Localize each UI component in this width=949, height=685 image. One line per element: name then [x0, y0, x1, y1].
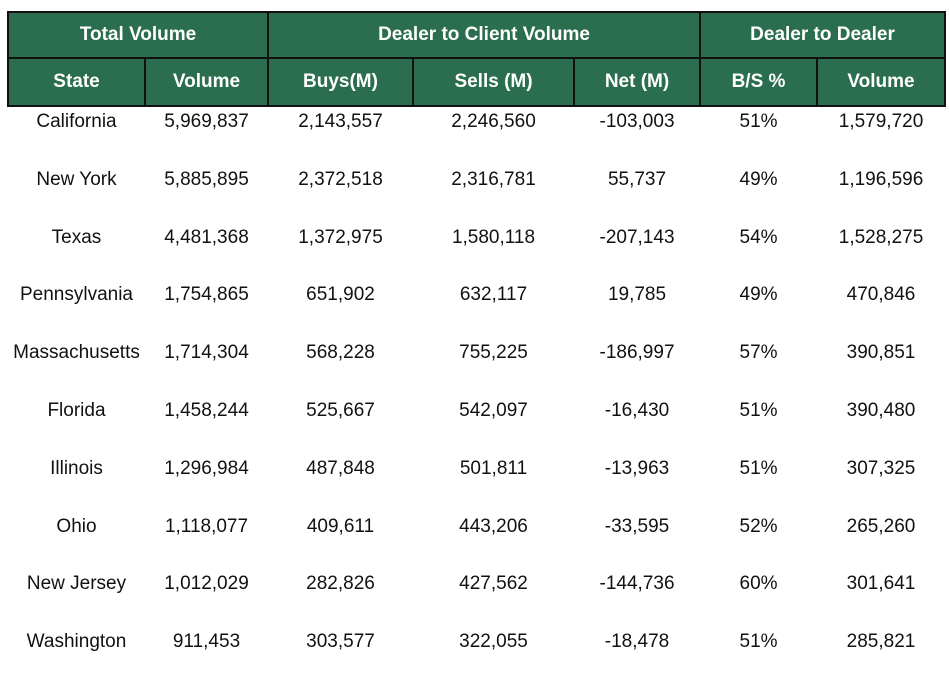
buys-cell: 282,826	[306, 573, 375, 595]
net-cell: 19,785	[607, 284, 667, 306]
state-cell: Florida	[47, 399, 106, 421]
state-cell: Pennsylvania	[19, 284, 134, 306]
total-volume-cell: 911,453	[172, 631, 241, 653]
net-cell: 55,737	[607, 168, 667, 190]
buys-cell: 1,372,975	[298, 226, 383, 248]
column-header-state: State	[7, 57, 146, 107]
table-row: New Jersey 1,012,029 282,826 427,562 -144,73…	[8, 569, 945, 627]
dealer-volume-cell: 1,579,720	[838, 111, 924, 132]
sells-cell: 1,580,118	[451, 226, 536, 248]
column-header-net: Net (M)	[572, 57, 702, 107]
table-row: Illinois 1,296,984 487,848 501,811 -13,963 51…	[8, 454, 945, 512]
state-cell: California	[36, 111, 117, 132]
sells-cell: 443,206	[459, 515, 528, 537]
state-volume-table: Total Volume Dealer to Client Volume Dea…	[7, 11, 947, 685]
bs-percent-cell: 49%	[739, 168, 778, 190]
column-header-total-volume: Volume	[144, 57, 269, 107]
dealer-volume-cell: 301,641	[846, 573, 916, 595]
total-volume-cell: 1,012,029	[164, 573, 249, 595]
group-header-dealer-to-client: Dealer to Client Volume	[266, 11, 702, 59]
buys-cell: 568,228	[306, 342, 375, 364]
sells-cell: 542,097	[459, 399, 528, 421]
bs-percent-cell: 49%	[739, 284, 778, 306]
sells-cell: 501,811	[459, 457, 528, 479]
buys-cell: 303,577	[306, 631, 375, 653]
bs-percent-cell: 51%	[739, 111, 778, 132]
group-header-row: Total Volume Dealer to Client Volume Dea…	[7, 11, 947, 59]
bs-percent-cell: 51%	[739, 631, 778, 653]
dealer-volume-cell: 285,821	[846, 631, 916, 653]
total-volume-cell: 4,481,368	[164, 226, 249, 248]
buys-cell: 525,667	[306, 399, 375, 421]
bs-percent-cell: 51%	[739, 399, 778, 421]
sells-cell: 322,055	[459, 631, 528, 653]
sells-cell: 632,117	[459, 284, 528, 306]
buys-cell: 2,143,557	[298, 111, 383, 132]
state-cell: New Jersey	[26, 573, 127, 595]
net-cell: -144,736	[599, 573, 675, 595]
table-row: California 5,969,837 2,143,557 2,246,560 -10…	[8, 106, 945, 165]
dealer-volume-cell: 390,480	[846, 399, 916, 421]
state-cell: New York	[36, 168, 117, 190]
total-volume-cell: 1,296,984	[164, 457, 249, 479]
buys-cell: 2,372,518	[298, 168, 383, 190]
column-header-sells: Sells (M)	[412, 57, 575, 107]
total-volume-cell: 1,118,077	[164, 515, 249, 537]
buys-cell: 651,902	[306, 284, 375, 306]
net-cell: -13,963	[604, 457, 670, 479]
table-row: Washington 911,453 303,577 322,055 -18,478 51…	[8, 627, 945, 685]
dealer-volume-cell: 1,196,596	[838, 168, 924, 190]
table-header: Total Volume Dealer to Client Volume Dea…	[7, 11, 947, 107]
net-cell: -16,430	[604, 399, 670, 421]
sells-cell: 2,316,781	[451, 168, 536, 190]
state-cell: Texas	[51, 226, 102, 248]
sells-cell: 755,225	[459, 342, 528, 364]
bs-percent-cell: 54%	[739, 226, 778, 248]
dealer-volume-cell: 307,325	[846, 457, 916, 479]
dealer-volume-cell: 470,846	[846, 284, 916, 306]
state-cell: Washington	[26, 631, 127, 653]
total-volume-cell: 5,969,837	[164, 111, 249, 132]
sells-cell: 2,246,560	[451, 111, 536, 132]
net-cell: -207,143	[599, 226, 675, 248]
column-header-dealer-volume: Volume	[816, 57, 947, 107]
dealer-volume-cell: 1,528,275	[838, 226, 924, 248]
total-volume-cell: 5,885,895	[164, 168, 249, 190]
table-row: Massachusetts 1,714,304 568,228 755,225 -186…	[8, 338, 945, 396]
net-cell: -103,003	[599, 111, 675, 132]
table-row: Florida 1,458,244 525,667 542,097 -16,430 51%…	[8, 396, 945, 454]
table-row: Pennsylvania 1,754,865 651,902 632,117 19,78…	[8, 280, 945, 338]
sells-cell: 427,562	[459, 573, 528, 595]
dealer-volume-cell: 390,851	[846, 342, 916, 364]
column-header-bs-percent: B/S %	[699, 57, 819, 107]
total-volume-cell: 1,754,865	[164, 284, 249, 306]
net-cell: -186,997	[599, 342, 675, 364]
total-volume-cell: 1,458,244	[164, 399, 249, 421]
net-cell: -33,595	[604, 515, 670, 537]
bs-percent-cell: 51%	[739, 457, 778, 479]
state-cell: Massachusetts	[13, 342, 140, 364]
buys-cell: 487,848	[306, 457, 375, 479]
column-header-buys: Buys(M)	[267, 57, 414, 107]
state-cell: Ohio	[56, 515, 97, 537]
group-header-dealer-to-dealer: Dealer to Dealer	[699, 11, 947, 59]
table-row: New York 5,885,895 2,372,518 2,316,781 55,73…	[8, 165, 945, 223]
bs-percent-cell: 57%	[739, 342, 778, 364]
buys-cell: 409,611	[306, 515, 375, 537]
table-row: Ohio 1,118,077 409,611 443,206 -33,595 52% 265…	[8, 512, 945, 570]
group-header-total-volume: Total Volume	[7, 11, 269, 59]
net-cell: -18,478	[604, 631, 670, 653]
state-cell: Illinois	[50, 457, 103, 479]
total-volume-cell: 1,714,304	[164, 342, 249, 364]
column-header-row: State Volume Buys(M) Sells (M) Net (M) B…	[7, 57, 947, 107]
dealer-volume-cell: 265,260	[846, 515, 916, 537]
table-body: California 5,969,837 2,143,557 2,246,560 -10…	[8, 106, 945, 685]
bs-percent-cell: 60%	[739, 573, 778, 595]
table-row: Texas 4,481,368 1,372,975 1,580,118 -207,143…	[8, 223, 945, 281]
bs-percent-cell: 52%	[739, 515, 778, 537]
